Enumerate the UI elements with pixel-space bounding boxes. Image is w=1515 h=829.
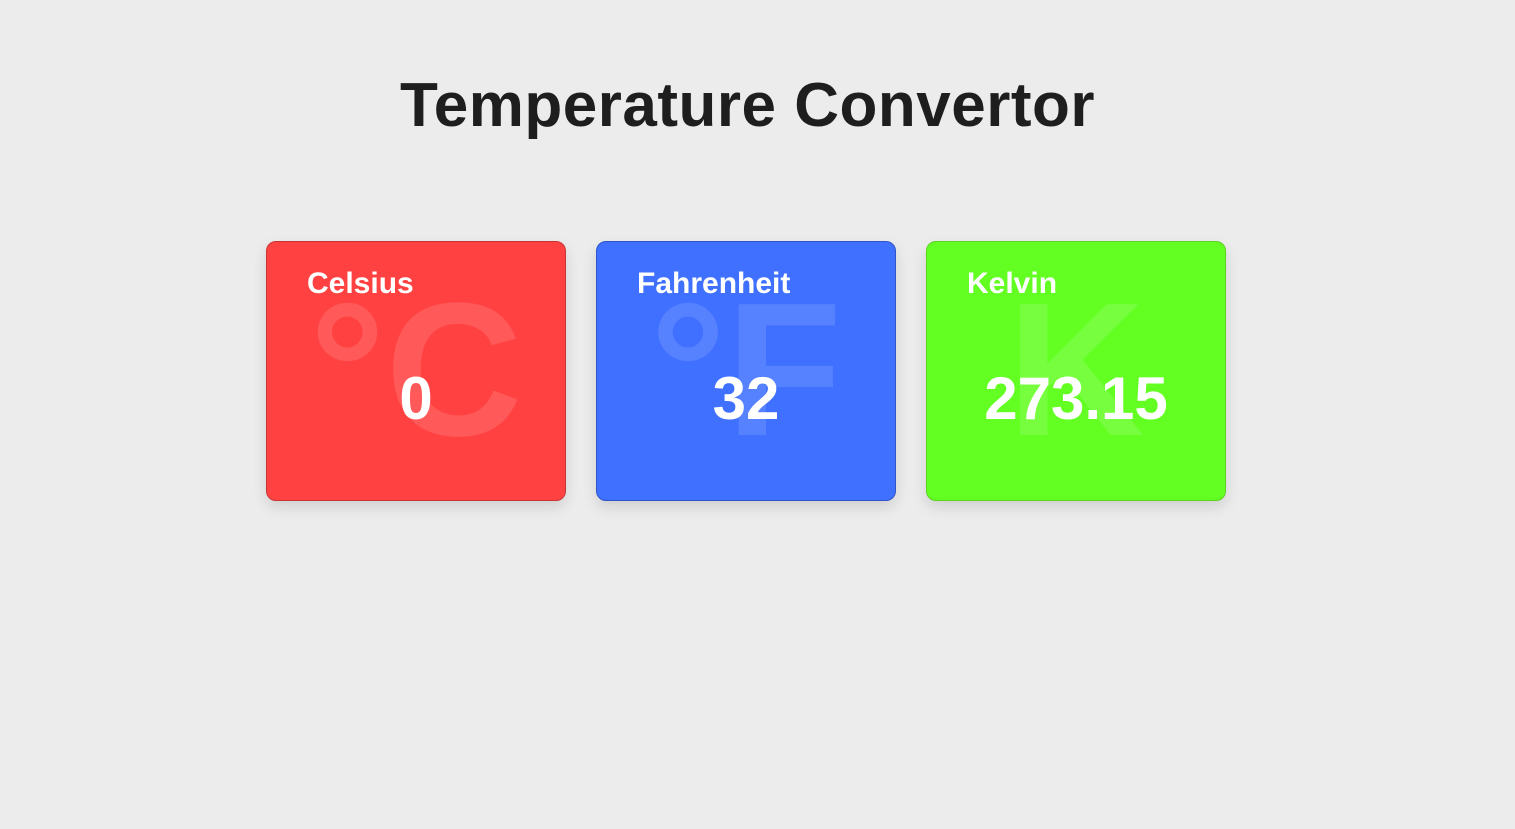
fahrenheit-input[interactable] — [597, 366, 895, 432]
page-title: Temperature Convertor — [400, 71, 1095, 140]
celsius-input[interactable] — [267, 366, 565, 432]
celsius-card: °C Celsius — [266, 241, 566, 501]
fahrenheit-card: °F Fahrenheit — [596, 241, 896, 501]
kelvin-label: Kelvin — [967, 267, 1058, 300]
fahrenheit-label: Fahrenheit — [637, 267, 791, 300]
kelvin-input[interactable] — [927, 366, 1225, 432]
kelvin-card: K Kelvin — [926, 241, 1226, 501]
celsius-label: Celsius — [307, 267, 414, 300]
converter-cards: °C Celsius °F Fahrenheit K Kelvin — [266, 241, 1226, 501]
